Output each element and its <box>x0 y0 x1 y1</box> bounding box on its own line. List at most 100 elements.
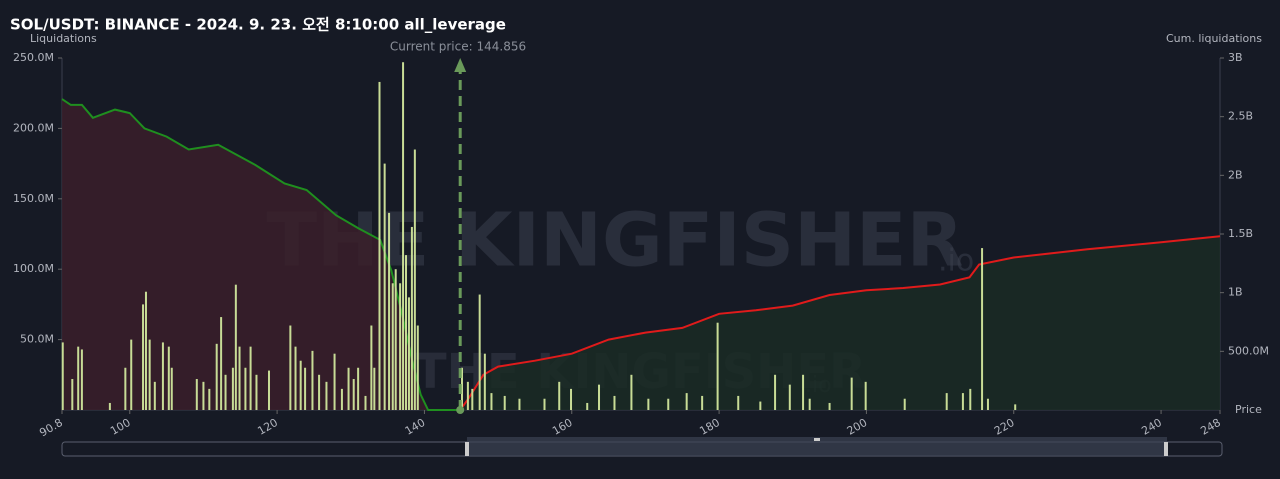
x-axis-label: Price <box>1235 403 1262 416</box>
bar <box>167 346 170 410</box>
y2-tick-label: 2.5B <box>1228 110 1253 123</box>
bar <box>220 317 223 410</box>
bar <box>1014 404 1017 410</box>
current-price-arrow <box>454 58 467 72</box>
bar <box>478 294 481 410</box>
y-axis-label: Liquidations <box>30 32 97 45</box>
bar <box>986 398 989 410</box>
area <box>62 99 461 410</box>
bar <box>244 367 247 410</box>
bar <box>774 374 777 410</box>
y-tick-label: 250.0M <box>13 51 54 64</box>
y2-tick-label: 1B <box>1228 286 1243 299</box>
y-tick-label: 50.0M <box>20 333 54 346</box>
bar <box>903 398 906 410</box>
bar <box>340 388 343 410</box>
line <box>459 235 1221 411</box>
bar <box>255 374 258 410</box>
bar <box>215 343 218 410</box>
bar <box>518 398 521 410</box>
bar <box>647 398 650 410</box>
bar <box>399 283 402 410</box>
bar <box>370 325 373 410</box>
scroll-handle[interactable] <box>465 442 469 456</box>
bar <box>142 304 145 410</box>
bar <box>373 367 376 410</box>
bar <box>490 393 493 410</box>
bar <box>961 393 964 410</box>
bar <box>598 384 601 410</box>
bar <box>289 325 292 410</box>
bar <box>630 374 633 410</box>
bar <box>77 346 80 410</box>
bar <box>503 395 506 410</box>
bar <box>716 322 719 410</box>
bar <box>667 398 670 410</box>
scroll-handle[interactable] <box>1164 442 1168 456</box>
bar <box>685 393 688 410</box>
bar <box>410 226 413 410</box>
scrollbar[interactable] <box>61 437 1223 457</box>
bar <box>378 81 381 410</box>
bar <box>969 388 972 410</box>
bar <box>161 342 164 410</box>
bar <box>208 388 211 410</box>
y2-tick-label: 500.0M <box>1228 344 1269 357</box>
bar <box>558 381 561 410</box>
bar <box>347 367 350 410</box>
bar <box>701 395 704 410</box>
bar <box>224 374 227 410</box>
bar <box>153 381 156 410</box>
bar <box>802 374 805 410</box>
bar <box>202 381 205 410</box>
bar <box>383 163 386 410</box>
bar <box>108 402 111 410</box>
bar <box>407 297 410 410</box>
y-tick-label: 200.0M <box>13 121 54 134</box>
bar <box>828 402 831 410</box>
bar <box>80 349 83 410</box>
current-price-label: Current price: 144.856 <box>390 40 526 54</box>
bar <box>364 395 367 410</box>
bar <box>737 395 740 410</box>
bar <box>144 291 147 410</box>
current-price-dot <box>456 406 465 414</box>
bar <box>394 269 397 410</box>
y-tick-label: 100.0M <box>13 262 54 275</box>
bar <box>267 370 270 410</box>
bar <box>808 398 811 410</box>
bar <box>613 395 616 410</box>
bar <box>299 360 302 410</box>
bar <box>388 212 391 410</box>
bar <box>788 384 791 410</box>
bar <box>170 367 173 410</box>
bar <box>466 381 469 410</box>
watermark: .io <box>938 244 974 279</box>
bar <box>294 346 297 410</box>
chart-title: SOL/USDT: BINANCE - 2024. 9. 23. 오전 8:10… <box>10 16 506 34</box>
y2-tick-label: 3B <box>1228 51 1243 64</box>
y-tick-label: 150.0M <box>13 192 54 205</box>
bar <box>759 401 762 410</box>
bar <box>357 367 360 410</box>
bar <box>405 255 408 410</box>
area <box>460 236 1220 410</box>
bar <box>249 346 252 410</box>
bar <box>352 379 355 410</box>
bar <box>148 339 151 410</box>
y2-tick-label: 1.5B <box>1228 227 1253 240</box>
bar <box>416 325 419 410</box>
bar <box>124 367 127 410</box>
scroll-window[interactable] <box>467 437 1167 456</box>
bar <box>238 346 241 410</box>
bar <box>311 350 314 410</box>
scroll-grip[interactable] <box>814 438 820 441</box>
bar <box>543 398 546 410</box>
bar <box>333 353 336 410</box>
bar <box>981 248 984 410</box>
bar <box>471 388 474 410</box>
bar <box>586 402 589 410</box>
bar <box>402 62 405 410</box>
